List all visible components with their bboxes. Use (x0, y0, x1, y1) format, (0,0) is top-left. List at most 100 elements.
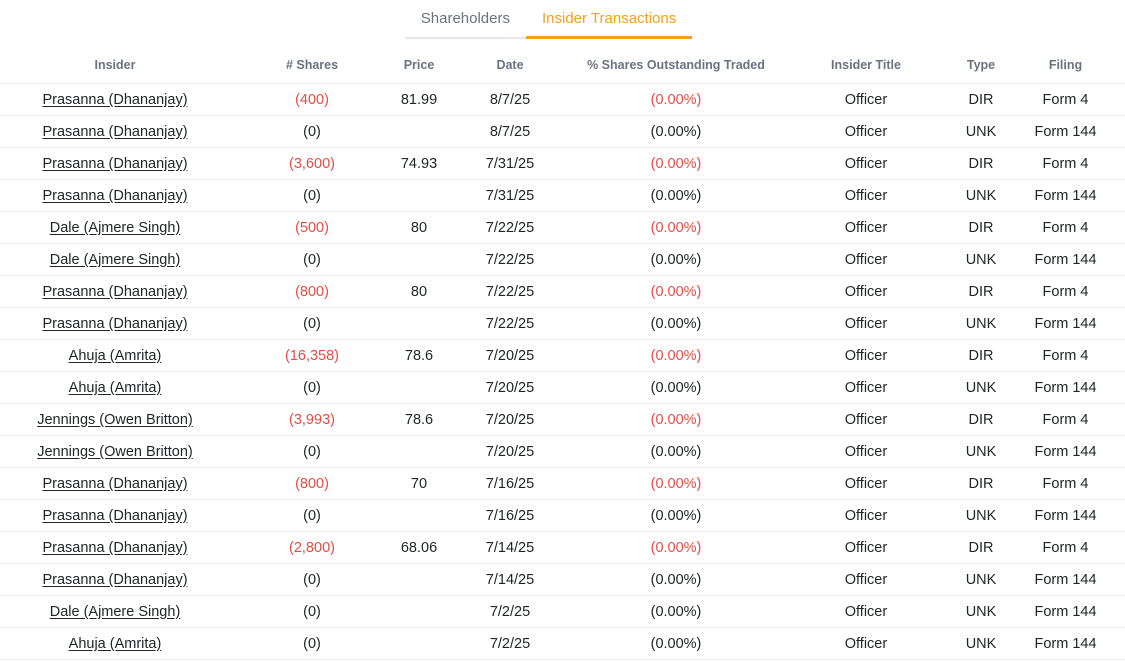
column-header-type: Type (966, 58, 996, 72)
shares-cell: (400) (295, 91, 329, 108)
type-cell: UNK (965, 123, 997, 140)
type-cell: DIR (968, 347, 994, 364)
table-row: Prasanna (Dhananjay) (800) 80 7/22/25 (0… (0, 276, 1125, 308)
insider-cell: Ahuja (Amrita) (0, 380, 230, 396)
pct-outstanding-cell: (0.00%) (650, 219, 702, 236)
date-cell: 7/16/25 (485, 507, 535, 524)
insider-cell: Jennings (Owen Britton) (0, 444, 230, 460)
shares-cell: (0) (303, 251, 321, 268)
insider-link[interactable]: Dale (Ajmere Singh) (49, 219, 181, 236)
filing-cell: Form 4 (1042, 347, 1089, 364)
tab-shareholders[interactable]: Shareholders (404, 2, 526, 39)
filing-cell: Form 144 (1034, 507, 1097, 524)
table-row: Prasanna (Dhananjay) (0) 8/7/25 (0.00%) … (0, 116, 1125, 148)
insider-title-cell: Officer (844, 475, 888, 492)
pct-outstanding-cell: (0.00%) (650, 411, 702, 428)
insider-link[interactable]: Ahuja (Amrita) (68, 635, 162, 652)
table-row: Jennings (Owen Britton) (3,993) 78.6 7/2… (0, 404, 1125, 436)
insider-link[interactable]: Prasanna (Dhananjay) (42, 507, 188, 524)
shares-cell: (0) (303, 571, 321, 588)
type-cell: UNK (965, 507, 997, 524)
table-row: Jennings (Owen Britton) (0) 7/20/25 (0.0… (0, 436, 1125, 468)
date-cell: 7/2/25 (489, 603, 531, 620)
shares-cell: (16,358) (284, 347, 339, 364)
insider-cell: Prasanna (Dhananjay) (0, 508, 230, 524)
type-cell: UNK (965, 635, 997, 652)
insider-link[interactable]: Prasanna (Dhananjay) (42, 283, 188, 300)
price-cell: 68.06 (400, 539, 438, 556)
insider-link[interactable]: Prasanna (Dhananjay) (42, 123, 188, 140)
date-cell: 7/16/25 (485, 475, 535, 492)
insider-link[interactable]: Prasanna (Dhananjay) (42, 539, 188, 556)
insider-link[interactable]: Prasanna (Dhananjay) (42, 571, 188, 588)
filing-cell: Form 144 (1034, 187, 1097, 204)
shares-cell: (0) (303, 635, 321, 652)
date-cell: 7/20/25 (485, 443, 535, 460)
table-header-row: Insider # Shares Price Date % Shares Outstan… (0, 39, 1125, 84)
insider-link[interactable]: Dale (Ajmere Singh) (49, 251, 181, 268)
insider-title-cell: Officer (844, 251, 888, 268)
shares-cell: (800) (295, 475, 329, 492)
column-header-insider-title: Insider Title (831, 58, 901, 72)
pct-outstanding-cell: (0.00%) (650, 91, 702, 108)
date-cell: 7/20/25 (485, 379, 535, 396)
table-row: Ahuja (Amrita) (0) 7/2/25 (0.00%) Office… (0, 628, 1125, 660)
filing-cell: Form 144 (1034, 443, 1097, 460)
filing-cell: Form 4 (1042, 539, 1089, 556)
insider-title-cell: Officer (844, 571, 888, 588)
date-cell: 8/7/25 (489, 123, 531, 140)
insider-link[interactable]: Jennings (Owen Britton) (37, 443, 193, 460)
insider-link[interactable]: Ahuja (Amrita) (68, 379, 162, 396)
type-cell: DIR (968, 475, 994, 492)
shares-cell: (2,800) (289, 539, 335, 556)
insider-link[interactable]: Prasanna (Dhananjay) (42, 155, 188, 172)
filing-cell: Form 4 (1042, 155, 1089, 172)
shares-cell: (0) (303, 603, 321, 620)
filing-cell: Form 4 (1042, 219, 1089, 236)
price-cell: 70 (410, 475, 428, 492)
filing-cell: Form 4 (1042, 91, 1089, 108)
insider-link[interactable]: Prasanna (Dhananjay) (42, 187, 188, 204)
table-row: Prasanna (Dhananjay) (0) 7/16/25 (0.00%)… (0, 500, 1125, 532)
insider-cell: Dale (Ajmere Singh) (0, 604, 230, 620)
date-cell: 7/22/25 (485, 219, 535, 236)
pct-outstanding-cell: (0.00%) (650, 507, 702, 524)
filing-cell: Form 4 (1042, 411, 1089, 428)
insider-link[interactable]: Jennings (Owen Britton) (37, 411, 193, 428)
table-body: Prasanna (Dhananjay) (400) 81.99 8/7/25 … (0, 84, 1125, 660)
date-cell: 7/31/25 (485, 155, 535, 172)
insider-link[interactable]: Ahuja (Amrita) (68, 347, 162, 364)
shares-cell: (3,600) (289, 155, 335, 172)
column-header-price: Price (403, 58, 435, 72)
filing-cell: Form 144 (1034, 571, 1097, 588)
insider-link[interactable]: Prasanna (Dhananjay) (42, 91, 188, 108)
insider-link[interactable]: Dale (Ajmere Singh) (49, 603, 181, 620)
insider-title-cell: Officer (844, 123, 888, 140)
insider-cell: Prasanna (Dhananjay) (0, 476, 230, 492)
shares-cell: (0) (303, 315, 321, 332)
insider-link[interactable]: Prasanna (Dhananjay) (42, 475, 188, 492)
table-row: Ahuja (Amrita) (16,358) 78.6 7/20/25 (0.… (0, 340, 1125, 372)
table-row: Prasanna (Dhananjay) (3,600) 74.93 7/31/… (0, 148, 1125, 180)
filing-cell: Form 144 (1034, 635, 1097, 652)
insider-cell: Prasanna (Dhananjay) (0, 316, 230, 332)
shares-cell: (3,993) (289, 411, 335, 428)
column-header-shares: # Shares (285, 58, 339, 72)
insider-title-cell: Officer (844, 283, 888, 300)
type-cell: DIR (968, 283, 994, 300)
insider-link[interactable]: Prasanna (Dhananjay) (42, 315, 188, 332)
tab-insider-transactions[interactable]: Insider Transactions (526, 2, 693, 39)
date-cell: 7/2/25 (489, 635, 531, 652)
insider-title-cell: Officer (844, 187, 888, 204)
pct-outstanding-cell: (0.00%) (650, 539, 702, 556)
insider-title-cell: Officer (844, 315, 888, 332)
column-header-date: Date (496, 58, 524, 72)
pct-outstanding-cell: (0.00%) (650, 283, 702, 300)
shares-cell: (0) (303, 507, 321, 524)
insider-title-cell: Officer (844, 443, 888, 460)
type-cell: UNK (965, 379, 997, 396)
pct-outstanding-cell: (0.00%) (650, 379, 702, 396)
table-row: Prasanna (Dhananjay) (2,800) 68.06 7/14/… (0, 532, 1125, 564)
type-cell: UNK (965, 571, 997, 588)
table-row: Dale (Ajmere Singh) (0) 7/2/25 (0.00%) O… (0, 596, 1125, 628)
